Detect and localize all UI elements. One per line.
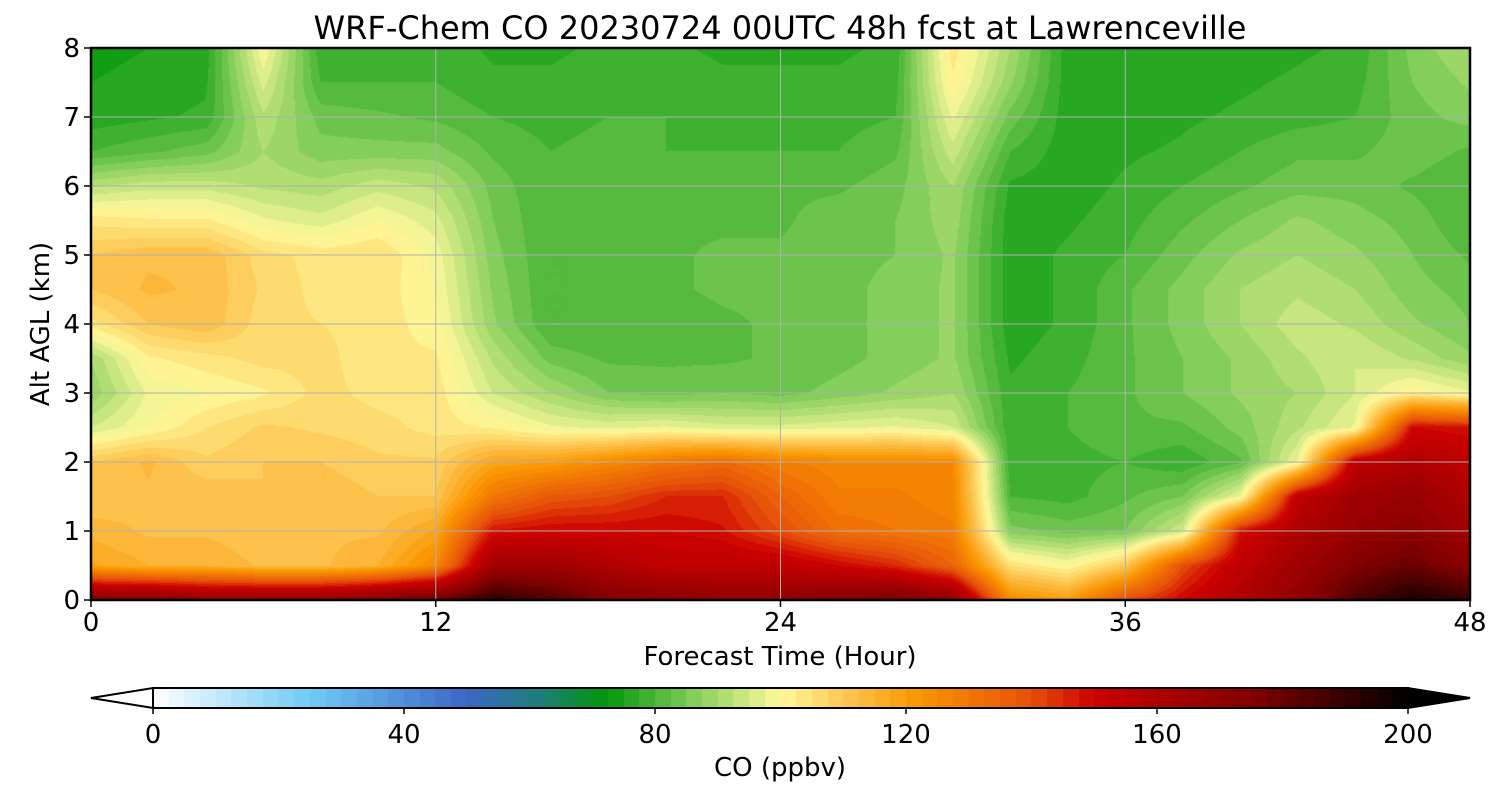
colorbar-tick-label: 0 [145,720,162,750]
y-axis-ticks: 0 1 2 3 4 5 6 7 8 [63,34,91,616]
chart-title: WRF-Chem CO 20230724 00UTC 48h fcst at L… [314,9,1247,47]
x-tick-label: 36 [1109,608,1142,638]
x-tick-label: 12 [419,608,452,638]
colorbar-tick-label: 120 [881,720,931,750]
grid-lines [91,48,1470,600]
colorbar-tick-label: 200 [1383,720,1433,750]
x-tick-label: 0 [83,608,100,638]
colorbar-extend-high [1407,686,1471,710]
y-tick-label: 4 [63,310,80,340]
y-tick-label: 0 [63,586,80,616]
x-axis-label: Forecast Time (Hour) [643,642,916,672]
plot-area [89,46,1472,602]
y-tick-label: 7 [63,103,80,133]
colorbar-tick-label: 40 [387,720,420,750]
colorbar-label: CO (ppbv) [714,753,846,783]
y-tick-label: 1 [63,517,80,547]
y-tick-label: 6 [63,172,80,202]
x-tick-label: 48 [1453,608,1486,638]
colorbar: 0 40 80 120 160 200 CO (ppbv) [90,686,1471,783]
colorbar-tick-label: 160 [1132,720,1182,750]
y-tick-label: 8 [63,34,80,64]
colorbar-tick-label: 80 [638,720,671,750]
y-tick-label: 3 [63,379,80,409]
y-tick-label: 5 [63,241,80,271]
y-tick-label: 2 [63,448,80,478]
colorbar-gradient [153,688,1408,708]
colorbar-frame [152,687,1409,709]
colorbar-ticks: 0 40 80 120 160 200 [145,708,1433,750]
x-tick-label: 24 [764,608,797,638]
x-axis-ticks: 0 12 24 36 48 [83,600,1487,638]
colorbar-extend-low [90,686,154,710]
y-axis-label: Alt AGL (km) [26,242,56,406]
